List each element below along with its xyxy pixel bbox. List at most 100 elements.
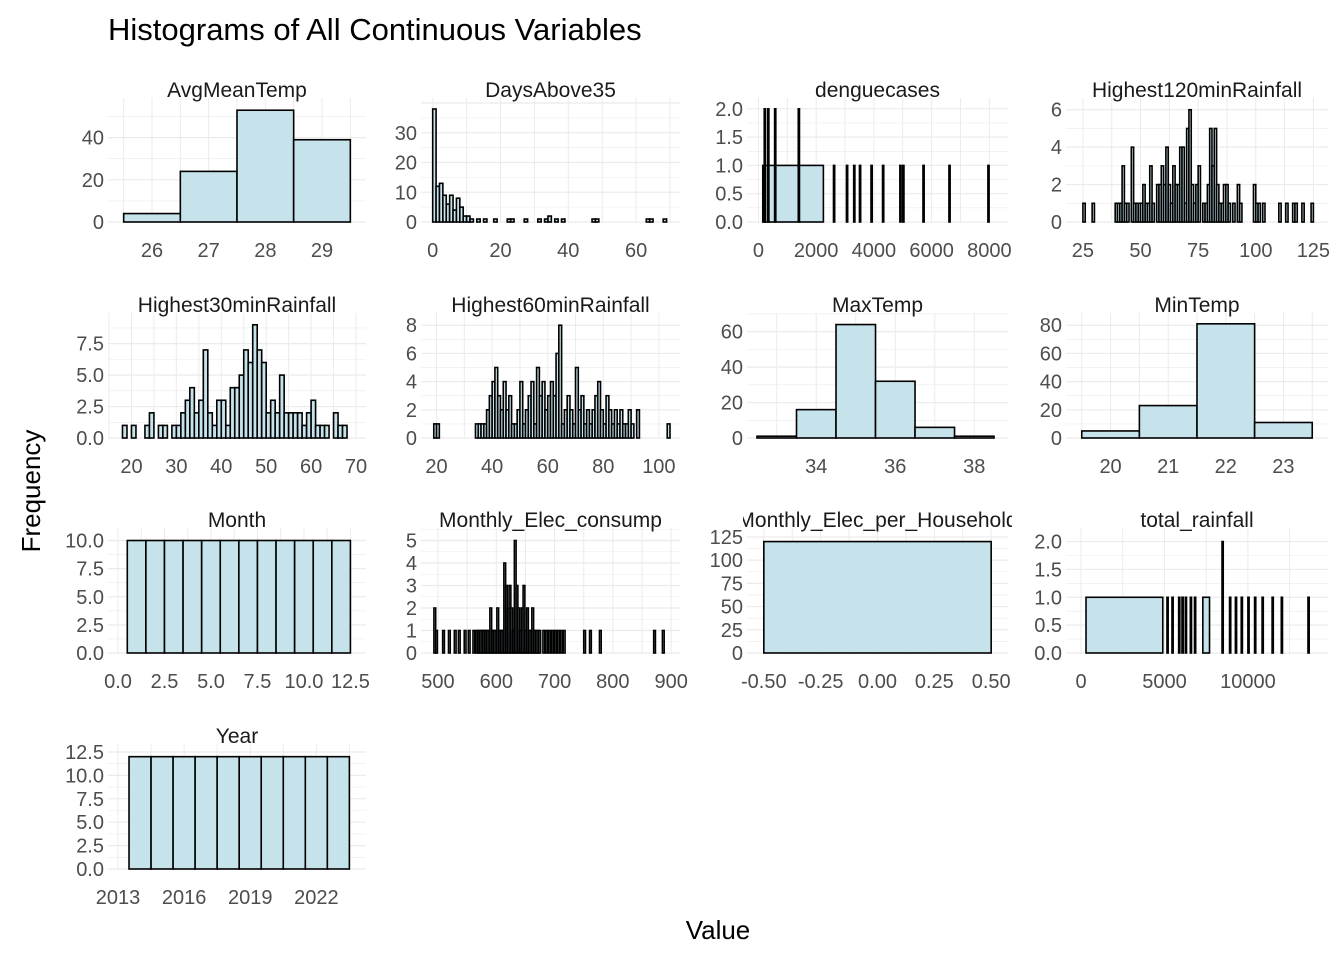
y-tick-label: 60 [1040, 343, 1062, 365]
bars-year [128, 755, 351, 870]
y-tick-label: 8 [406, 315, 417, 337]
y-tick-label: 0.5 [715, 184, 743, 206]
y-tick-label: 5.0 [76, 587, 104, 609]
panel-title-daysabove35: DaysAbove35 [485, 79, 616, 102]
y-tick-label: 6 [406, 343, 417, 365]
histogram-bar [145, 539, 166, 654]
x-tick-label: 700 [538, 671, 571, 693]
x-tick-label: 50 [255, 456, 277, 478]
histogram-bar [179, 170, 238, 223]
panel-title-year: Year [216, 725, 258, 748]
histogram-bar [558, 324, 563, 439]
x-tick-label: 2019 [228, 887, 273, 909]
histogram-bar [310, 399, 317, 439]
histogram-bar [238, 755, 263, 870]
x-tick-label: 75 [1187, 240, 1209, 262]
histogram-bar [441, 629, 446, 654]
y-tick-label: 40 [82, 128, 104, 150]
grid-highest120minrainfall [1066, 98, 1328, 223]
histogram-bar [1213, 127, 1218, 223]
histogram-bar [553, 218, 559, 223]
y-tick-label: 1.0 [1034, 587, 1062, 609]
histogram-bar [901, 164, 905, 223]
histogram-bar [469, 218, 475, 223]
y-tick-label: 0.0 [76, 859, 104, 881]
y-tick-label: 20 [82, 170, 104, 192]
y-tick-label: 2.5 [76, 397, 104, 419]
histogram-bar [1240, 596, 1244, 654]
bars-total-rainfall [1085, 540, 1310, 654]
histogram-bar [1238, 202, 1243, 223]
y-tick-label: 0 [406, 212, 417, 234]
histogram-bar [580, 394, 585, 439]
x-tick-label: 2013 [96, 887, 141, 909]
histogram-bar [797, 108, 801, 223]
y-tick-label: 2.0 [715, 99, 743, 121]
histogram-bar [1085, 596, 1164, 654]
panel-title-monthly-elec-per-household: Monthly_Elec_per_Household [737, 509, 1017, 532]
x-tick-label: -0.25 [798, 671, 844, 693]
y-tick-label: 6 [1051, 100, 1062, 122]
histogram-bar [588, 629, 593, 654]
panel-title-avgmeantemp: AvgMeanTemp [167, 79, 307, 102]
x-tick-label: 60 [625, 240, 647, 262]
panel-title-highest60minrainfall: Highest60minRainfall [451, 294, 649, 317]
panel-title-mintemp: MinTemp [1154, 294, 1239, 317]
histogram-bar [763, 108, 767, 223]
histogram-bar [756, 435, 798, 439]
y-tick-label: 2 [406, 598, 417, 620]
histogram-bar [457, 629, 461, 654]
histogram-bar [260, 755, 285, 870]
x-tick-label: 20 [489, 240, 511, 262]
histogram-bar [1181, 146, 1186, 223]
y-tick-label: 2.5 [76, 836, 104, 858]
x-tick-label: 2022 [294, 887, 339, 909]
histogram-bar [128, 755, 152, 870]
histogram-bar [1301, 202, 1305, 223]
x-tick-label: 800 [596, 671, 629, 693]
histogram-bar [598, 629, 603, 654]
x-tick-label: 0.50 [972, 671, 1011, 693]
histogram-bar [574, 366, 580, 439]
x-tick-label: 22 [1215, 456, 1237, 478]
histogram-bar [1138, 404, 1198, 439]
histogram-bar [341, 424, 348, 439]
histogram-bar [238, 539, 259, 654]
histogram-bar [1221, 540, 1225, 654]
histogram-bar [1294, 202, 1299, 223]
y-tick-label: 75 [721, 573, 743, 595]
x-tick-label: 40 [557, 240, 579, 262]
y-tick-label: 1.5 [1034, 559, 1062, 581]
histogram-bar [236, 109, 295, 223]
histogram-bar [1197, 165, 1202, 223]
y-tick-label: 2.5 [76, 615, 104, 637]
histogram-bar [1080, 430, 1141, 439]
histogram-bar [630, 423, 635, 439]
x-tick-label: 27 [198, 240, 220, 262]
histogram-bar [182, 539, 203, 654]
y-tick-label: 30 [395, 123, 417, 145]
histogram-bar [1234, 596, 1238, 654]
y-tick-label: 5 [406, 531, 417, 553]
panel-highest60minrainfall: Highest60minRainfall 0 2 4 6 8 20 40 60 80 100 [406, 294, 680, 478]
histogram-bar [559, 629, 563, 654]
bars-mintemp [1080, 323, 1314, 439]
y-tick-label: 7.5 [76, 334, 104, 356]
histogram-bar [1148, 165, 1153, 223]
histogram-bar [1130, 146, 1135, 223]
x-tick-label: 2016 [162, 887, 207, 909]
histogram-bar [922, 164, 925, 223]
histogram-bar [278, 374, 285, 439]
histogram-bar [519, 380, 524, 439]
y-tick-label: 0 [732, 428, 743, 450]
x-tick-label: 80 [592, 456, 614, 478]
histogram-bar [1202, 596, 1211, 654]
panel-daysabove35: DaysAbove35 0 10 20 30 0 20 40 60 [395, 79, 680, 262]
histogram-bar [448, 194, 454, 223]
histogram-bar [509, 218, 515, 223]
y-tick-label: 40 [1040, 372, 1062, 394]
x-tick-label: 34 [805, 456, 827, 478]
x-tick-label: 2.5 [151, 671, 179, 693]
